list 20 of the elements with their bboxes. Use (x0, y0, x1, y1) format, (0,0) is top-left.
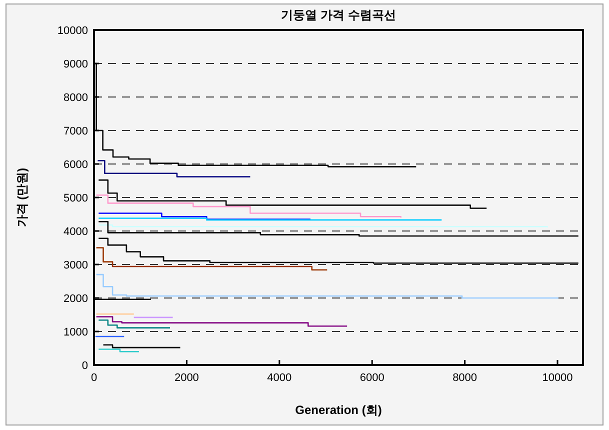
x-tick-label: 0 (90, 372, 98, 384)
y-tick-label: 4000 (64, 226, 88, 238)
y-tick-label: 7000 (64, 126, 88, 138)
y-tick-label: 6000 (64, 159, 88, 171)
x-tick-label: 8000 (452, 372, 478, 384)
y-tick-label: 2000 (64, 293, 88, 305)
x-tick-label: 4000 (267, 372, 292, 384)
y-tick-label: 3000 (64, 260, 88, 272)
y-tick-label: 8000 (64, 92, 88, 104)
y-tick-label: 10000 (57, 25, 88, 37)
x-axis-title: Generation (회) (295, 403, 382, 417)
y-tick-label: 5000 (64, 192, 88, 204)
x-tick-label: 2000 (174, 372, 199, 384)
y-tick-label: 1000 (64, 326, 88, 338)
x-tick-label: 6000 (360, 372, 384, 384)
x-tick-label: 10000 (542, 372, 573, 384)
chart-title: 기둥열 가격 수렴곡선 (281, 8, 396, 22)
y-tick-label: 9000 (64, 58, 88, 70)
y-tick-label: 0 (82, 360, 88, 372)
y-axis-title: 가격 (만원) (15, 168, 29, 228)
